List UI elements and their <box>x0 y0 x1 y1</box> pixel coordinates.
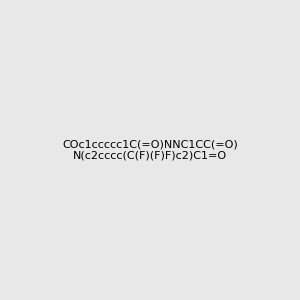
Text: COc1ccccc1C(=O)NNC1CC(=O)
N(c2cccc(C(F)(F)F)c2)C1=O: COc1ccccc1C(=O)NNC1CC(=O) N(c2cccc(C(F)(… <box>62 139 238 161</box>
